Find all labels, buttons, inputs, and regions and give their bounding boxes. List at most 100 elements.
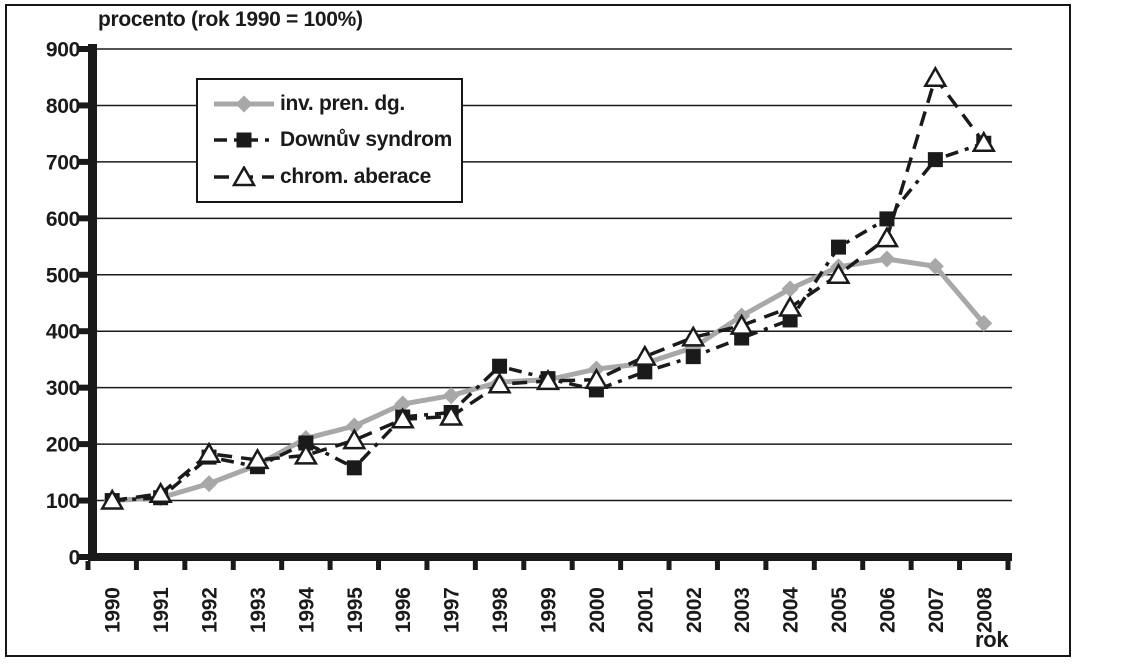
series-3-marker (148, 481, 173, 504)
legend-item-inv-pren-dg: inv. pren. dg. (212, 92, 457, 116)
x-tick (279, 561, 285, 570)
legend-label: Downův syndrom (280, 128, 452, 152)
x-tick-label: 2006 (876, 587, 899, 633)
x-tick-label: 2008 (973, 587, 996, 633)
x-tick (85, 561, 91, 570)
x-tick (811, 561, 817, 570)
y-tick (78, 328, 88, 335)
y-tick-label: 600 (46, 208, 80, 231)
y-tick (78, 158, 88, 165)
legend-item-chrom-aberace: chrom. aberace (212, 165, 457, 189)
x-tick (521, 561, 527, 570)
x-tick (376, 561, 382, 570)
series-2-marker (685, 349, 701, 365)
x-tick-label: 1993 (247, 587, 270, 633)
legend: inv. pren. dg. Downův syndrom chrom. abe… (196, 78, 463, 203)
series-3-marker (971, 130, 996, 152)
x-tick-label: 2002 (683, 587, 706, 633)
series-3-marker (777, 295, 803, 317)
y-tick (78, 554, 88, 560)
x-tick-label: 1995 (344, 587, 367, 633)
y-tick (78, 46, 88, 52)
series-3-marker (100, 488, 125, 510)
y-axis (88, 44, 97, 561)
series-2-marker (637, 364, 653, 380)
series-3-marker (535, 368, 561, 391)
series-1-marker (781, 280, 799, 298)
y-tick (78, 384, 88, 391)
x-tick (714, 561, 720, 570)
series-1-marker (345, 417, 363, 435)
series-2-marker (831, 239, 847, 255)
y-tick (78, 271, 88, 278)
series-1-marker (975, 314, 993, 332)
x-tick (618, 561, 624, 570)
legend-item-downuv-syndrom: Downův syndrom (212, 128, 457, 152)
x-tick (569, 561, 575, 570)
legend-marker-square-icon (214, 132, 274, 148)
series-3-marker (584, 367, 609, 390)
x-tick-label: 1990 (102, 587, 125, 633)
legend-label: inv. pren. dg. (280, 92, 405, 116)
y-tick-label: 900 (46, 39, 80, 62)
x-tick-label: 2000 (586, 587, 609, 633)
x-tick-label: 1992 (199, 587, 222, 633)
x-tick (666, 561, 672, 570)
x-tick-label: 2001 (634, 587, 657, 633)
series-2-marker (927, 152, 943, 168)
x-tick-label: 1991 (150, 587, 173, 633)
legend-marker-triangle-icon (214, 165, 274, 187)
y-tick-label: 400 (46, 321, 80, 344)
x-axis (88, 553, 1012, 561)
series-3-marker (923, 65, 948, 88)
legend-marker-glyph (235, 95, 253, 113)
x-tick (1005, 561, 1011, 570)
series-1-marker (926, 257, 944, 275)
x-tick-label: 1997 (441, 587, 464, 633)
series-3-marker (293, 443, 319, 465)
y-tick (78, 102, 88, 109)
y-tick-label: 100 (46, 490, 80, 513)
series-2-marker (298, 435, 314, 451)
series-2-marker (346, 460, 362, 476)
x-tick (472, 561, 478, 570)
chart-title: procento (rok 1990 = 100%) (98, 8, 363, 31)
y-tick-label: 0 (69, 547, 80, 570)
y-tick (78, 497, 88, 504)
series-3-marker (632, 344, 657, 366)
x-tick (230, 561, 236, 570)
series-1-marker (442, 387, 460, 405)
series-1-marker (394, 395, 412, 413)
x-tick (763, 561, 769, 570)
x-tick-label: 2005 (828, 587, 851, 633)
series-2-marker (492, 358, 508, 374)
y-tick-label: 700 (46, 151, 80, 174)
x-tick-label: 1999 (537, 587, 560, 633)
x-tick-label: 1998 (489, 587, 512, 633)
y-tick-label: 300 (46, 377, 80, 400)
series-3-marker (826, 262, 851, 285)
legend-label: chrom. aberace (280, 164, 432, 188)
y-tick-label: 200 (46, 434, 80, 457)
series-2-marker (879, 211, 895, 227)
x-axis-title: rok (975, 627, 1009, 652)
y-tick (78, 441, 88, 448)
y-tick (78, 215, 88, 222)
series-3-marker (342, 428, 367, 450)
x-tick (133, 561, 139, 570)
series-3-marker (245, 447, 270, 470)
legend-marker-glyph (236, 132, 252, 148)
x-tick-label: 2007 (925, 587, 948, 633)
x-tick-label: 1994 (295, 587, 318, 633)
series-3-marker (196, 441, 222, 463)
y-tick-label: 800 (46, 95, 80, 118)
series-3-marker (874, 226, 900, 248)
series-1-marker (878, 250, 896, 268)
legend-marker-diamond-icon (214, 95, 274, 113)
x-tick-label: 1996 (392, 587, 415, 633)
series-1-marker (200, 475, 218, 493)
series-3-marker (390, 407, 415, 429)
x-tick-label: 2004 (780, 587, 803, 633)
legend-marker-glyph (231, 165, 257, 187)
series-3-marker (681, 325, 706, 347)
